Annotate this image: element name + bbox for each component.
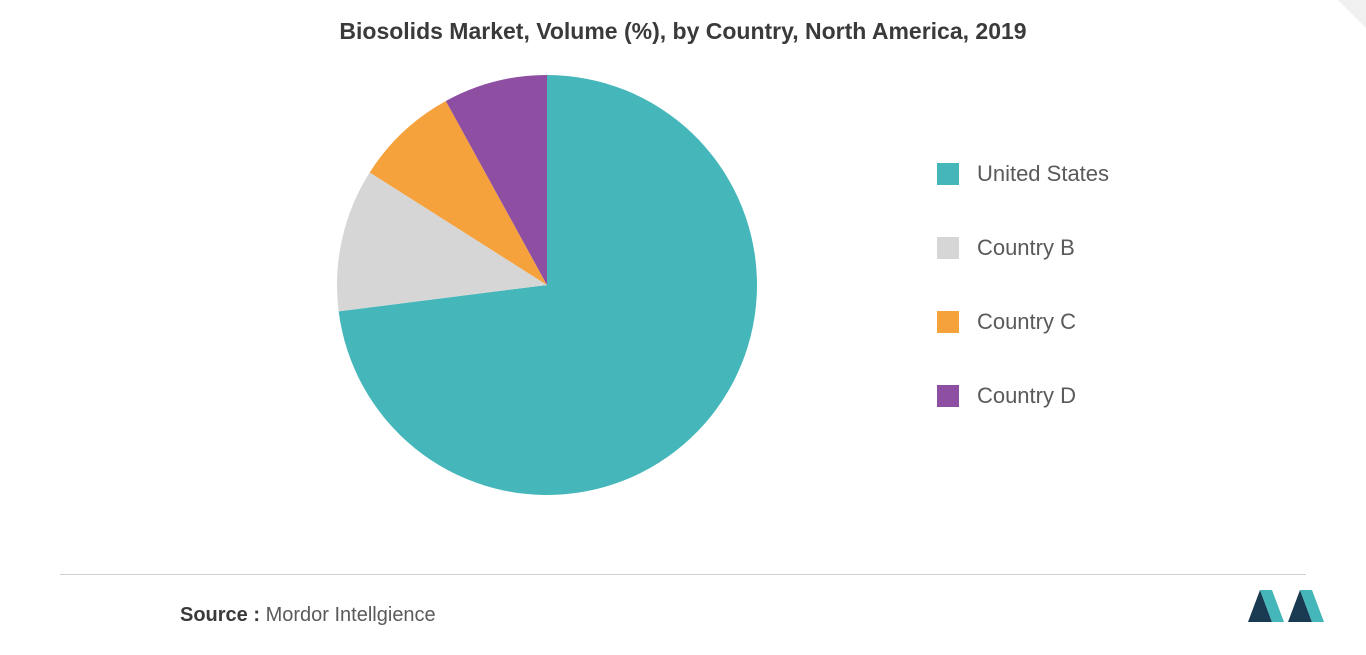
legend-label: Country B xyxy=(977,235,1075,261)
legend-item: Country B xyxy=(937,235,1109,261)
legend-label: Country C xyxy=(977,309,1076,335)
legend-swatch xyxy=(937,237,959,259)
brand-logo xyxy=(1246,582,1326,635)
legend-label: United States xyxy=(977,161,1109,187)
legend-swatch xyxy=(937,311,959,333)
legend-swatch xyxy=(937,385,959,407)
chart-title: Biosolids Market, Volume (%), by Country… xyxy=(0,0,1366,45)
legend-swatch xyxy=(937,163,959,185)
corner-decoration xyxy=(1338,0,1366,28)
source-label: Source : xyxy=(180,604,260,626)
source-attribution: Source : Mordor Intellgience xyxy=(180,604,436,627)
legend: United States Country B Country C Country D xyxy=(937,161,1109,409)
chart-container: United States Country B Country C Country D xyxy=(0,75,1366,495)
legend-item: Country D xyxy=(937,383,1109,409)
legend-label: Country D xyxy=(977,383,1076,409)
pie-chart xyxy=(337,75,757,495)
source-name: Mordor Intellgience xyxy=(266,604,436,626)
divider-line xyxy=(60,574,1306,575)
legend-item: Country C xyxy=(937,309,1109,335)
legend-item: United States xyxy=(937,161,1109,187)
